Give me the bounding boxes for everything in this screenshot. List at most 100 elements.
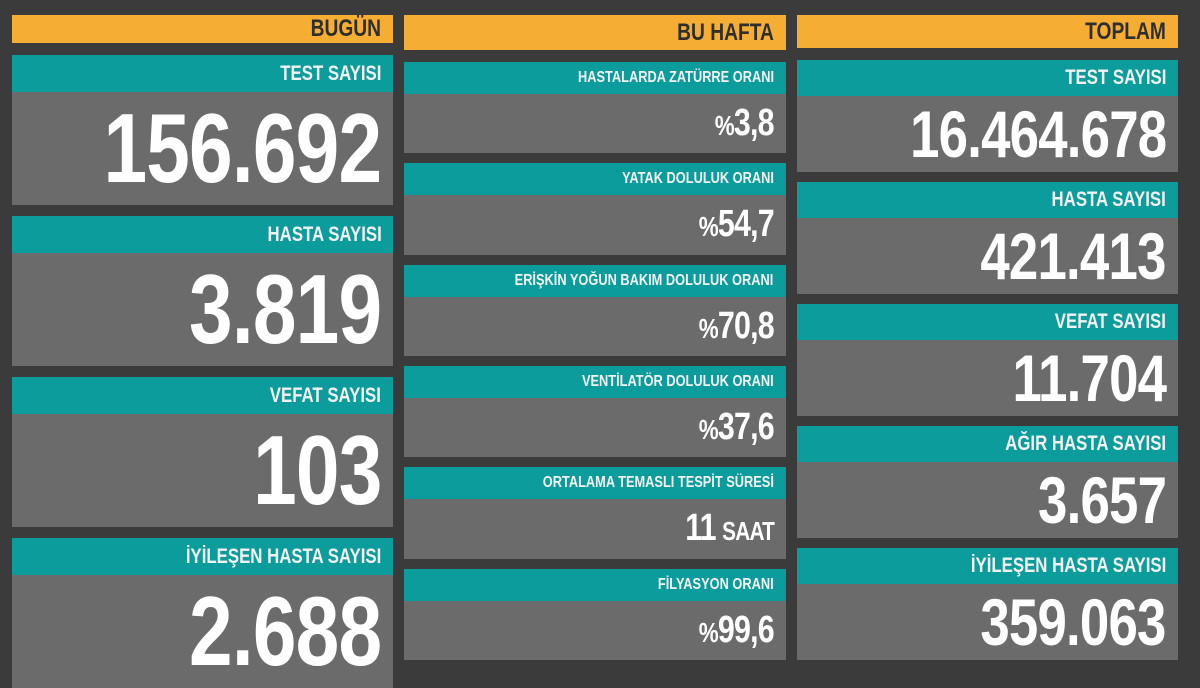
stats-board: BUGÜN TEST SAYISI 156.692 HASTA SAYISI 3.81… (12, 15, 1178, 688)
stat-value: %99,6 (698, 608, 775, 652)
stat-label: VEFAT SAYISI (270, 383, 382, 407)
stat-value-panel: 11.704 (796, 340, 1178, 416)
stat-number: 3,8 (733, 102, 775, 145)
stat-label: TEST SAYISI (1064, 66, 1166, 89)
total-stat-card: AĞIR HASTA SAYISI 3.657 (796, 426, 1178, 538)
total-column: TOPLAM TEST SAYISI 16.464.678 HASTA SAYISI… (796, 15, 1178, 660)
today-column: BUGÜN TEST SAYISI 156.692 HASTA SAYISI 3.81… (12, 15, 394, 688)
percent-sign: % (698, 414, 719, 446)
stat-label: ORTALAMA TEMASLI TESPİT SÜRESİ (542, 474, 774, 492)
stat-value-panel: %37,6 (404, 397, 786, 458)
today-stat-card: TEST SAYISI 156.692 (12, 55, 394, 205)
stat-label-bar: YATAK DOLULUK ORANI (404, 163, 786, 196)
stat-value-panel: %3,8 (404, 94, 786, 154)
stat-value: 11 SAAT (684, 507, 775, 550)
week-header: BU HAFTA (404, 15, 786, 50)
week-stat-card: YATAK DOLULUK ORANI %54,7 (404, 163, 786, 255)
total-stat-card: İYİLEŞEN HASTA SAYISI 359.063 (796, 548, 1178, 660)
stat-label: VENTİLATÖR DOLULUK ORANI (581, 372, 774, 390)
percent-sign: % (714, 110, 735, 142)
stat-number: 103 (252, 415, 382, 525)
today-title: BUGÜN (310, 15, 382, 42)
stat-label-bar: HASTA SAYISI (12, 216, 394, 253)
stat-label: İYİLEŞEN HASTA SAYISI (185, 544, 382, 568)
total-title: TOPLAM (1085, 17, 1166, 45)
stat-number: 359.063 (980, 585, 1167, 659)
stat-label-bar: VEFAT SAYISI (796, 304, 1178, 340)
total-header: TOPLAM (796, 15, 1178, 48)
stat-label: YATAK DOLULUK ORANI (621, 170, 774, 188)
week-stat-card: VENTİLATÖR DOLULUK ORANI %37,6 (404, 365, 786, 458)
stat-label: VEFAT SAYISI (1054, 310, 1166, 333)
stat-label: ERİŞKİN YOĞUN BAKIM DOLULUK ORANI (515, 271, 774, 289)
week-title: BU HAFTA (676, 18, 774, 46)
week-cards: HASTALARDA ZATÜRRE ORANI %3,8 YATAK DOLULU… (404, 62, 786, 660)
total-stat-card: TEST SAYISI 16.464.678 (796, 60, 1178, 172)
stat-label: FİLYASYON ORANI (657, 575, 774, 593)
stat-value: %70,8 (698, 304, 775, 348)
stat-label: İYİLEŞEN HASTA SAYISI (970, 554, 1166, 577)
week-stat-card: HASTALARDA ZATÜRRE ORANI %3,8 (404, 62, 786, 154)
stat-value: 16.464.678 (909, 96, 1167, 172)
stat-label-bar: ORTALAMA TEMASLI TESPİT SÜRESİ (404, 467, 786, 500)
stat-number: 70,8 (717, 304, 775, 347)
stat-value-panel: 2.688 (12, 575, 394, 688)
total-cards: TEST SAYISI 16.464.678 HASTA SAYISI 421.413… (796, 60, 1178, 660)
stat-label: AĞIR HASTA SAYISI (1005, 432, 1166, 455)
stat-label-bar: HASTALARDA ZATÜRRE ORANI (404, 62, 786, 94)
today-stat-card: VEFAT SAYISI 103 (12, 377, 394, 527)
stat-unit: SAAT (721, 516, 775, 547)
stat-value: 11.704 (1012, 340, 1167, 416)
stat-value: 359.063 (980, 584, 1167, 660)
stat-number: 99,6 (717, 608, 775, 651)
stat-number: 16.464.678 (909, 97, 1167, 171)
stat-value-panel: %99,6 (404, 600, 786, 660)
stat-value-panel: 156.692 (12, 92, 394, 205)
stat-number: 3.819 (189, 254, 382, 364)
stat-label-bar: TEST SAYISI (12, 55, 394, 92)
stat-label-bar: FİLYASYON ORANI (404, 568, 786, 601)
stat-value-panel: 3.657 (796, 462, 1178, 538)
stat-label-bar: AĞIR HASTA SAYISI (796, 426, 1178, 462)
stat-value-panel: 103 (12, 414, 394, 527)
week-stat-card: ERİŞKİN YOĞUN BAKIM DOLULUK ORANI %70,8 (404, 264, 786, 356)
stat-value-panel: %70,8 (404, 296, 786, 356)
today-stat-card: İYİLEŞEN HASTA SAYISI 2.688 (12, 538, 394, 688)
stat-label: HASTA SAYISI (1051, 188, 1166, 211)
today-stat-card: HASTA SAYISI 3.819 (12, 216, 394, 366)
stat-value-panel: 359.063 (796, 584, 1178, 660)
stat-label-bar: İYİLEŞEN HASTA SAYISI (796, 548, 1178, 584)
stat-label-bar: İYİLEŞEN HASTA SAYISI (12, 538, 394, 575)
stat-label-bar: TEST SAYISI (796, 60, 1178, 96)
stat-label-bar: VEFAT SAYISI (12, 377, 394, 414)
stat-label: HASTA SAYISI (267, 222, 382, 246)
stat-number: 37,6 (717, 406, 775, 449)
today-cards: TEST SAYISI 156.692 HASTA SAYISI 3.819 VEFAT… (12, 55, 394, 688)
stat-number: 54,7 (717, 203, 775, 246)
week-stat-card: FİLYASYON ORANI %99,6 (404, 568, 786, 660)
stat-number: 11 (684, 507, 716, 550)
stat-label-bar: ERİŞKİN YOĞUN BAKIM DOLULUK ORANI (404, 264, 786, 297)
stat-value: 3.657 (1038, 462, 1167, 538)
stat-value-panel: 3.819 (12, 253, 394, 366)
stat-label: TEST SAYISI (280, 61, 382, 85)
stat-number: 11.704 (1012, 341, 1167, 415)
stat-value: %37,6 (698, 406, 775, 449)
stat-value: 156.692 (103, 92, 383, 205)
stat-value-panel: 16.464.678 (796, 96, 1178, 172)
stat-value: %3,8 (714, 102, 775, 145)
percent-sign: % (698, 312, 719, 344)
percent-sign: % (698, 211, 719, 243)
stat-value: %54,7 (698, 203, 775, 246)
stat-number: 156.692 (103, 93, 383, 203)
percent-sign: % (698, 616, 719, 648)
week-column: BU HAFTA HASTALARDA ZATÜRRE ORANI %3,8 YAT… (404, 15, 786, 660)
stat-number: 2.688 (189, 576, 382, 686)
total-stat-card: HASTA SAYISI 421.413 (796, 182, 1178, 294)
stat-label: HASTALARDA ZATÜRRE ORANI (577, 69, 774, 86)
stat-value: 103 (252, 414, 382, 527)
stat-number: 421.413 (980, 219, 1167, 293)
total-stat-card: VEFAT SAYISI 11.704 (796, 304, 1178, 416)
stat-value-panel: 421.413 (796, 218, 1178, 294)
stat-value: 2.688 (189, 575, 382, 688)
